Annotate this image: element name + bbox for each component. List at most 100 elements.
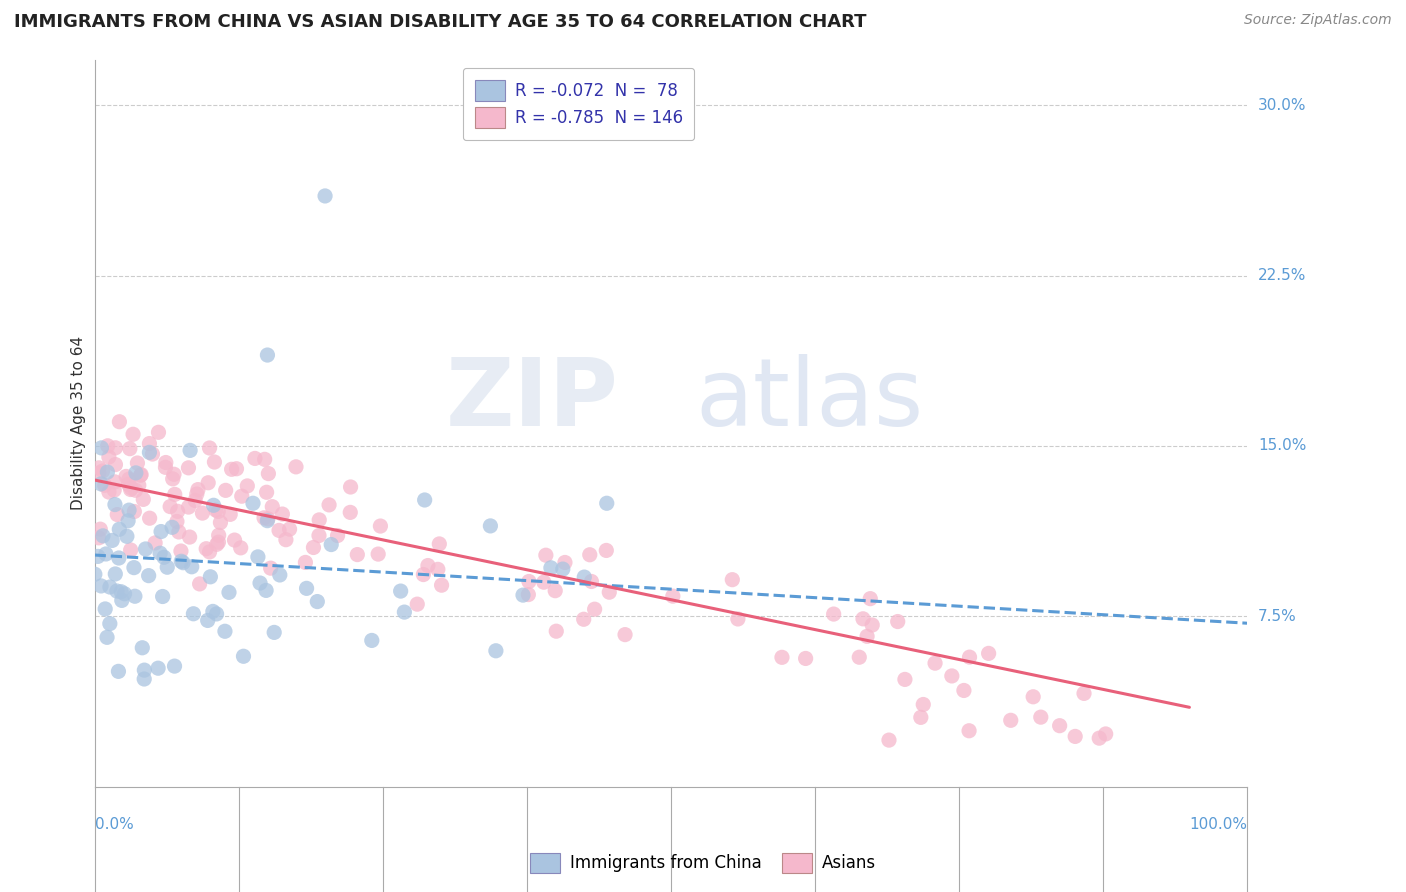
Point xyxy=(183,607,205,621)
Point xyxy=(108,415,131,429)
Point xyxy=(389,584,412,599)
Point xyxy=(860,618,883,632)
Point xyxy=(205,537,228,551)
Point xyxy=(87,549,110,564)
Point xyxy=(413,493,436,508)
Point xyxy=(534,548,557,562)
Point xyxy=(177,460,200,475)
Point xyxy=(517,574,540,589)
Point xyxy=(138,511,160,525)
Point xyxy=(1000,714,1022,728)
Point xyxy=(163,487,186,501)
Point xyxy=(886,615,908,629)
Point xyxy=(360,633,382,648)
Point xyxy=(427,537,450,551)
Point xyxy=(257,467,280,481)
Point xyxy=(262,500,284,514)
Point xyxy=(912,698,935,712)
Point xyxy=(877,733,900,747)
Point xyxy=(146,661,169,675)
Point xyxy=(201,604,224,618)
Point xyxy=(129,468,152,483)
Point xyxy=(187,483,209,497)
Point xyxy=(134,663,156,677)
Point xyxy=(1073,686,1095,700)
Point xyxy=(108,522,131,536)
Point xyxy=(89,522,111,536)
Text: 0.0%: 0.0% xyxy=(94,817,134,832)
Y-axis label: Disability Age 35 to 64: Disability Age 35 to 64 xyxy=(72,336,86,510)
Point xyxy=(295,582,318,596)
Point xyxy=(794,651,817,665)
Point xyxy=(129,467,152,482)
Legend: R = -0.072  N =  78, R = -0.785  N = 146: R = -0.072 N = 78, R = -0.785 N = 146 xyxy=(463,68,695,140)
Point xyxy=(412,567,434,582)
Point xyxy=(122,560,145,574)
Point xyxy=(581,574,603,589)
Point xyxy=(87,460,110,475)
Point xyxy=(167,524,190,539)
Point xyxy=(118,472,141,486)
Point xyxy=(977,647,1000,661)
Point xyxy=(1022,690,1045,704)
Point xyxy=(614,627,637,641)
Point xyxy=(96,465,118,479)
Point xyxy=(214,624,236,639)
Point xyxy=(162,472,184,486)
Point xyxy=(257,512,280,526)
Point xyxy=(242,496,264,510)
Point xyxy=(852,612,875,626)
Text: 15.0%: 15.0% xyxy=(1258,439,1306,453)
Point xyxy=(572,612,595,626)
Point xyxy=(959,650,981,665)
Point xyxy=(727,612,749,626)
Point xyxy=(96,630,118,644)
Point xyxy=(111,593,134,607)
Point xyxy=(117,477,139,491)
Point xyxy=(894,673,917,687)
Point xyxy=(97,485,120,500)
Point xyxy=(224,533,246,547)
Point xyxy=(208,528,231,542)
Point xyxy=(910,710,932,724)
Point xyxy=(114,587,136,601)
Point xyxy=(180,559,202,574)
Point xyxy=(339,480,361,494)
Point xyxy=(120,543,142,558)
Point xyxy=(253,510,276,524)
Point xyxy=(117,514,139,528)
Point xyxy=(215,483,238,498)
Point xyxy=(294,556,316,570)
Point xyxy=(326,528,349,542)
Point xyxy=(546,624,568,639)
Text: IMMIGRANTS FROM CHINA VS ASIAN DISABILITY AGE 35 TO 64 CORRELATION CHART: IMMIGRANTS FROM CHINA VS ASIAN DISABILIT… xyxy=(14,13,866,31)
Point xyxy=(540,561,562,575)
Point xyxy=(848,650,870,665)
Point xyxy=(219,508,242,522)
Text: 100.0%: 100.0% xyxy=(1189,817,1247,832)
Point xyxy=(200,570,222,584)
Point xyxy=(231,489,253,503)
Point xyxy=(122,427,145,442)
Point xyxy=(308,513,330,527)
Point xyxy=(596,496,619,510)
Point xyxy=(170,544,193,558)
Point xyxy=(150,524,173,539)
Point xyxy=(406,597,429,611)
Point xyxy=(225,461,247,475)
Point xyxy=(574,570,596,584)
Point xyxy=(307,594,329,608)
Point xyxy=(110,584,132,599)
Point xyxy=(267,524,290,538)
Point xyxy=(83,567,105,582)
Point xyxy=(953,683,976,698)
Point xyxy=(166,515,188,529)
Point xyxy=(859,591,882,606)
Point xyxy=(209,516,232,530)
Point xyxy=(191,506,214,520)
Point xyxy=(269,568,291,582)
Point xyxy=(204,503,226,517)
Point xyxy=(321,537,343,551)
Point xyxy=(232,649,254,664)
Point xyxy=(108,551,131,566)
